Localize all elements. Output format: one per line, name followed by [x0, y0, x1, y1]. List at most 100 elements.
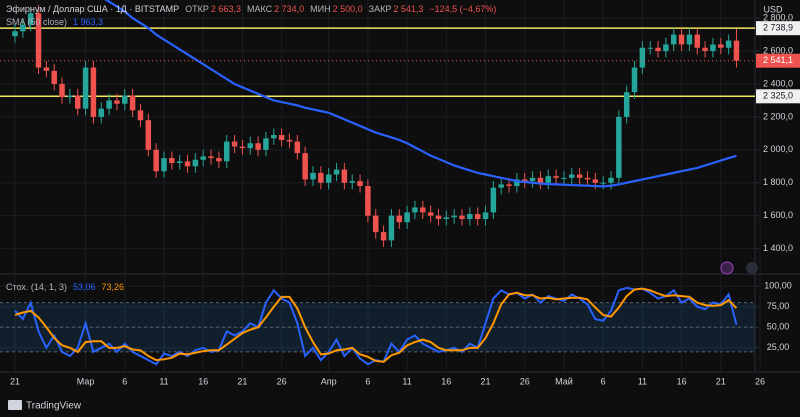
candle-body [616, 116, 622, 178]
header-item: SMA (50 close) [6, 17, 67, 27]
x-tick-label: 26 [755, 376, 765, 386]
sma-line [104, 0, 737, 188]
y-tick-label: 1 600,0 [763, 210, 793, 220]
candle-body [153, 149, 159, 172]
candle-body [20, 24, 26, 32]
candle-body [318, 172, 324, 183]
candle-body [27, 13, 34, 25]
header-item: 2 734,0 [274, 4, 304, 14]
candle-body [506, 184, 512, 187]
candle-body [718, 44, 724, 48]
level-label-box [756, 89, 800, 104]
footer-brand: TradingView [26, 401, 82, 412]
candle-body [474, 214, 481, 219]
candle-body [325, 174, 332, 183]
candle-body [114, 100, 120, 104]
y-tick-label: 1 800,0 [763, 177, 793, 187]
candle-body [388, 215, 395, 241]
candle-body [357, 181, 363, 187]
candle-body [498, 184, 504, 188]
candle-body [600, 182, 606, 184]
candle-body [482, 212, 489, 219]
candle-body [192, 159, 199, 167]
x-tick-label: 11 [402, 376, 411, 386]
alert-icon[interactable] [720, 261, 734, 275]
candle-body [553, 176, 559, 178]
x-tick-label: 6 [122, 376, 127, 386]
header-item: 2 541,3 [393, 4, 423, 14]
candle-body [333, 169, 340, 175]
stoch-header: Стох. (14, 1, 3) 53,06 73,26 [6, 282, 124, 292]
header-item: ОТКР [185, 4, 209, 14]
logo [8, 400, 22, 410]
x-tick-label: 21 [10, 376, 20, 386]
candle-body [59, 83, 65, 98]
candle-body [545, 176, 552, 183]
candle-body [372, 215, 379, 233]
candle-body [435, 215, 442, 219]
candle-body [176, 161, 183, 163]
y-tick-label: 1 400,0 [763, 243, 793, 253]
x-tick-label: 6 [601, 376, 606, 386]
candle-body [521, 179, 528, 182]
settings-icon[interactable] [746, 262, 758, 274]
stoch-band [0, 302, 755, 352]
axes: 21 Мар 6 11 16 21 26 Апр 6 11 16 21 26 Май 6 11 16 21 26 1 … [10, 12, 800, 386]
candle-body [231, 141, 238, 147]
candle-body [161, 158, 167, 172]
x-tick-label: 16 [677, 376, 687, 386]
candle-body [239, 146, 246, 149]
x-tick-label: 26 [520, 376, 530, 386]
x-tick-label: 11 [638, 376, 647, 386]
candle-body [90, 67, 97, 117]
candle-body [663, 44, 669, 52]
candle-body [137, 110, 144, 121]
candle-body [82, 67, 89, 109]
candle-body [733, 40, 740, 61]
candle-body [216, 158, 222, 162]
y-tick-label: 2 600,0 [763, 45, 793, 55]
candle-body [169, 158, 175, 163]
candle-body [443, 217, 450, 219]
x-tick-label: 21 [237, 376, 247, 386]
candle-body [106, 100, 112, 109]
candle-body [278, 135, 285, 140]
level-label: 2 325,0 [763, 91, 793, 101]
level-label-box [756, 21, 800, 36]
candle-body [647, 47, 653, 49]
candle-body [592, 179, 599, 183]
candle-body [51, 70, 57, 84]
candle-body [145, 120, 152, 150]
candle-body [12, 31, 18, 37]
x-tick-label: 21 [716, 376, 726, 386]
x-tick-label: 6 [365, 376, 370, 386]
candle-body [98, 108, 105, 117]
candle-body [223, 141, 230, 162]
candle-body [67, 95, 73, 98]
candle-body [490, 187, 497, 213]
last-price-box [756, 53, 800, 68]
oscillator-pane [0, 286, 755, 366]
candle-body [271, 135, 277, 139]
candle-body [184, 161, 191, 167]
y-tick-label: 75,00 [767, 301, 790, 311]
candle-body [208, 156, 214, 159]
candle-body [74, 95, 81, 109]
x-tick-label: 26 [277, 376, 287, 386]
candle-body [129, 95, 136, 111]
y-tick-label: 100,00 [764, 281, 792, 291]
candle-body [537, 177, 544, 183]
candle-body [569, 174, 575, 178]
stoch-line [14, 287, 738, 363]
sma-header: SMA (50 close) 1 963,3 [6, 17, 103, 27]
candle-body [576, 174, 583, 178]
price-pane [0, 0, 755, 247]
header-item: 1 963,3 [73, 17, 103, 27]
header-item: МИН [310, 4, 330, 14]
candle-body [263, 138, 269, 150]
candle-body [459, 215, 465, 219]
header-item: 2 663,3 [211, 4, 241, 14]
candle-body [302, 153, 308, 180]
candle-body [310, 172, 316, 180]
